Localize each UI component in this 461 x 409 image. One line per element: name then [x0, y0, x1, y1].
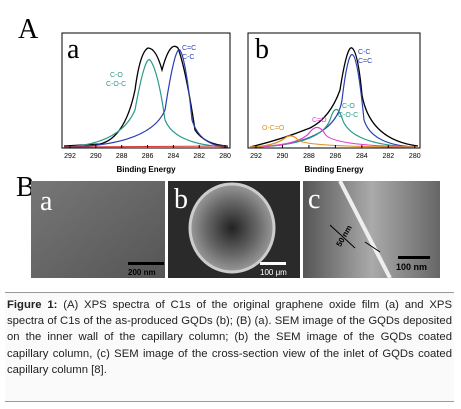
image-label: b: [174, 184, 188, 215]
caption-text: (A) XPS spectra of C1s of the original g…: [7, 299, 453, 376]
figure: A a C=C C-C C-O C-O-C 292 290 288 286 284 282…: [16, 14, 440, 279]
x-label: Binding Energy: [304, 165, 364, 174]
plot-label: a: [67, 34, 80, 65]
plot-frame: [61, 32, 231, 149]
annotation: C-O-C: [106, 81, 126, 88]
scale-label: 200 nm: [128, 268, 156, 277]
plot-label: b: [255, 34, 269, 65]
x-tick-label: 284: [168, 153, 180, 160]
scale-bar: [128, 262, 164, 265]
image-label: a: [40, 186, 53, 217]
x-tick-label: 288: [116, 153, 128, 160]
scale-bar: [260, 262, 286, 265]
x-tick-label: 292: [250, 153, 262, 160]
x-tick-label: 282: [382, 153, 394, 160]
plot-frame: [247, 32, 421, 149]
curve: [249, 135, 419, 148]
annotation: O-C=O: [262, 125, 285, 132]
capillary: [188, 182, 276, 274]
annotation: C-C: [182, 54, 194, 61]
curve: [63, 145, 229, 148]
caption-label: Figure 1:: [7, 299, 58, 311]
panel-label: B: [16, 172, 35, 203]
x-tick-label: 282: [193, 153, 205, 160]
x-tick-label: 290: [277, 153, 289, 160]
annotation: C-O-C: [338, 112, 358, 119]
annotation: C=C: [182, 45, 196, 52]
x-tick-label: 284: [356, 153, 368, 160]
annotation: C-C: [358, 49, 370, 56]
x-tick-label: 286: [330, 153, 342, 160]
caption: Figure 1: (A) XPS spectra of C1s of the …: [5, 292, 454, 402]
arrow: [329, 224, 381, 253]
annotation: C=C: [358, 58, 372, 65]
curve: [63, 59, 229, 148]
curve: [249, 47, 419, 148]
curve: [249, 108, 419, 148]
curve: [63, 49, 229, 148]
panel-label: A: [18, 14, 39, 45]
annotation: C=O: [312, 117, 327, 124]
curve: [249, 126, 419, 148]
annotation: C-O: [342, 103, 355, 110]
x-tick-label: 288: [303, 153, 315, 160]
annotation: C-O: [110, 72, 123, 79]
curve: [63, 45, 229, 147]
image-label: c: [308, 184, 320, 215]
sem-image: [303, 181, 440, 278]
scale-label: 100 nm: [396, 262, 427, 272]
x-tick-label: 280: [219, 153, 231, 160]
film-edge: [338, 180, 392, 279]
scale-bar: [398, 256, 430, 259]
scale-label: 100 μm: [260, 268, 287, 277]
x-tick-label: 292: [64, 153, 76, 160]
x-tick-label: 286: [142, 153, 154, 160]
x-tick-label: 280: [409, 153, 421, 160]
sem-image: [31, 181, 165, 278]
x-ticks: 292 290 288 286 284 282 280: [64, 145, 231, 160]
x-label: Binding Energy: [116, 165, 176, 174]
x-tick-label: 290: [90, 153, 102, 160]
curve: [249, 54, 419, 148]
x-ticks: 292 290 288 286 284 282 280: [250, 145, 421, 160]
